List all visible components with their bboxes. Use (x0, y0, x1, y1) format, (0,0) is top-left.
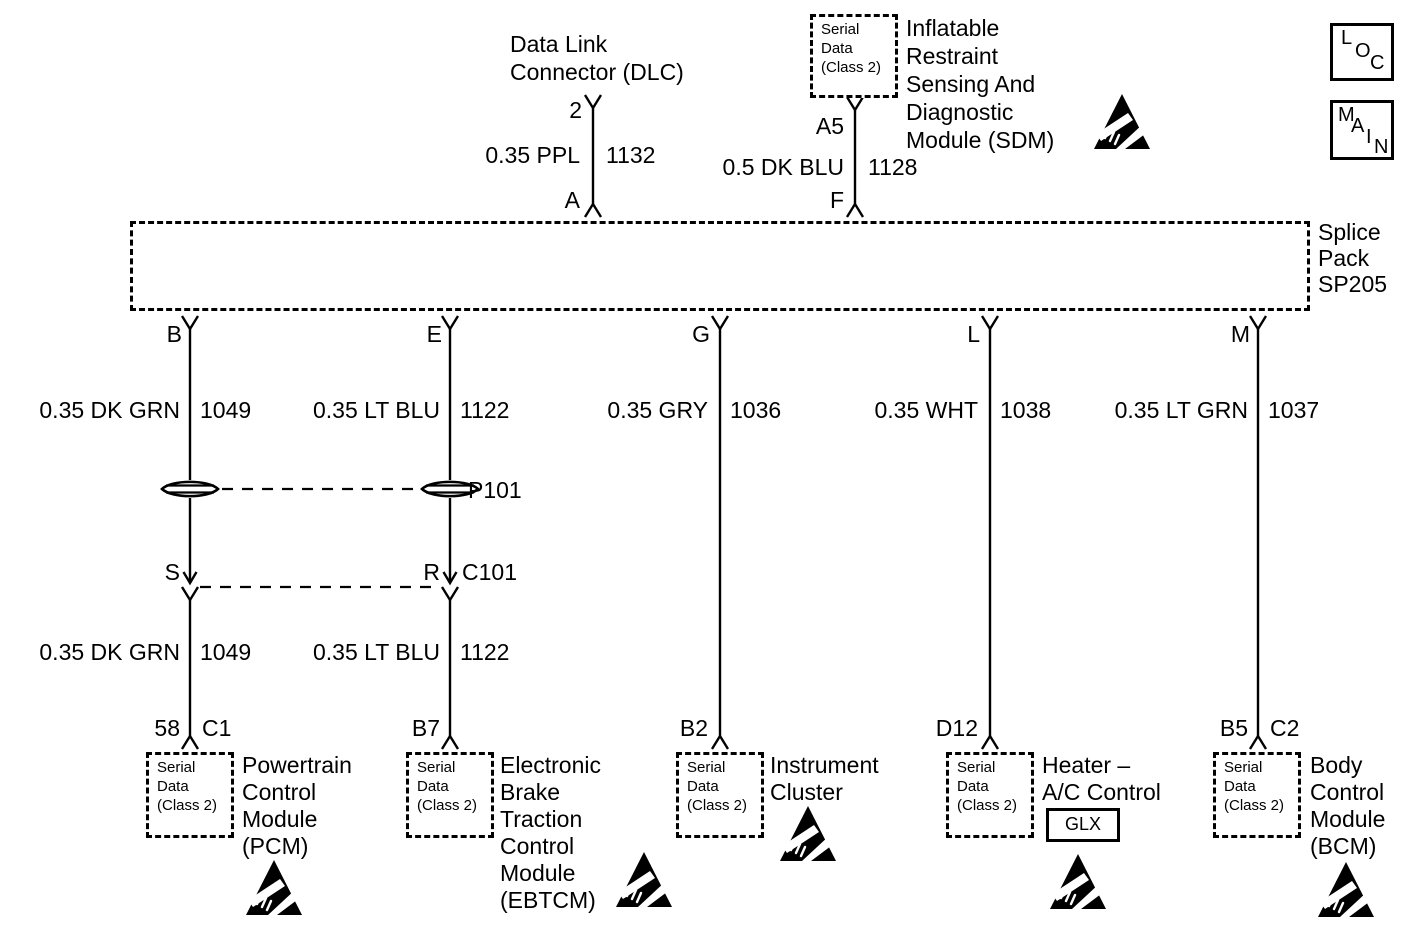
dlc-circuit: 1132 (606, 142, 656, 168)
wire-branch-b (160, 314, 220, 751)
main-letter: A (1351, 115, 1365, 137)
bcm-serial-data-box: Serial Data (Class 2) (1213, 752, 1301, 838)
wire-spec-e: 0.35 LT BLU (312, 397, 440, 423)
sdm-pin: A5 (815, 113, 844, 139)
module-name-heater: Heater – A/C Control (1042, 752, 1161, 805)
pcm-serial-data-label: Serial Data (Class 2) (157, 759, 218, 814)
splice-pin-l: L (967, 321, 980, 347)
loc-letter: L (1341, 27, 1353, 49)
module-pin-ebtcm: B7 (411, 715, 440, 741)
heater-serial-data-box: Serial Data (Class 2) (946, 752, 1034, 838)
p101-label: P101 (468, 477, 522, 503)
splice-pin-e: E (426, 321, 442, 347)
module-name-bcm: Body Control Module (BCM) (1310, 752, 1386, 859)
module-name-pcm: Powertrain Control Module (PCM) (242, 752, 352, 859)
bcm-serial-data-label: Serial Data (Class 2) (1224, 759, 1285, 814)
ebtcm-serial-data-label: Serial Data (Class 2) (417, 759, 478, 814)
wire-spec-b2: 0.35 DK GRN (39, 639, 180, 665)
sdm-splice-pin: F (829, 187, 844, 213)
splice-pin-g: G (692, 321, 710, 347)
cluster-serial-data-label: Serial Data (Class 2) (687, 759, 748, 814)
esd-icon-heater (1048, 852, 1108, 911)
glx-trim-label: GLX (1064, 814, 1102, 834)
sdm-wire-spec: 0.5 DK BLU (722, 154, 844, 180)
module-pin-cluster: B2 (679, 715, 708, 741)
loc-letter: C (1370, 52, 1385, 74)
dlc-pin: 2 (569, 97, 582, 123)
circuit-g: 1036 (730, 397, 782, 423)
splice-pin-m: M (1230, 321, 1250, 347)
sdm-title: Inflatable Restraint Sensing And Diagnos… (906, 15, 1055, 153)
module-pin-heater: D12 (935, 715, 978, 741)
dlc-splice-pin: A (564, 187, 580, 213)
esd-icon-cluster (778, 804, 838, 863)
main-letter: N (1374, 136, 1389, 158)
wire-branch-e (420, 314, 480, 751)
splice-pack-box (130, 221, 1310, 311)
splice-pin-b: B (166, 321, 182, 347)
module-name-ebtcm: Electronic Brake Traction Control Module… (500, 752, 601, 913)
module-pin-bcm: B5 (1219, 715, 1248, 741)
esd-icon-bcm (1316, 860, 1376, 919)
esd-icon-sdm (1092, 92, 1152, 151)
sdm-serial-data-label: Serial Data (Class 2) (821, 21, 882, 76)
esd-icon-pcm (244, 858, 304, 917)
circuit-e2: 1122 (460, 639, 510, 665)
wire-dlc-drop (583, 93, 603, 219)
circuit-l: 1038 (1000, 397, 1052, 423)
heater-serial-data-label: Serial Data (Class 2) (957, 759, 1018, 814)
module-name-cluster: Instrument Cluster (770, 752, 879, 805)
sdm-circuit: 1128 (868, 154, 918, 180)
main-button[interactable]: M A I N (1330, 100, 1394, 160)
main-letter: I (1366, 126, 1372, 148)
wire-spec-b: 0.35 DK GRN (39, 397, 180, 423)
circuit-b2: 1049 (200, 639, 252, 665)
module-connector-pcm: C1 (202, 715, 232, 741)
wire-spec-m: 0.35 LT GRN (1114, 397, 1248, 423)
circuit-e: 1122 (460, 397, 510, 423)
sdm-serial-data-box: Serial Data (Class 2) (810, 14, 898, 98)
c101-label: C101 (462, 559, 517, 585)
wire-branch-m (1248, 314, 1268, 751)
esd-icon-ebtcm (614, 850, 674, 909)
wire-spec-e2: 0.35 LT BLU (312, 639, 440, 665)
wire-spec-l: 0.35 WHT (874, 397, 978, 423)
wire-branch-g (710, 314, 730, 751)
cluster-serial-data-box: Serial Data (Class 2) (676, 752, 764, 838)
c101-pin-s: S (164, 559, 180, 585)
main-letter: M (1338, 104, 1355, 126)
pcm-serial-data-box: Serial Data (Class 2) (146, 752, 234, 838)
dlc-wire-spec: 0.35 PPL (485, 142, 580, 168)
loc-letter: O (1355, 40, 1371, 62)
loc-button[interactable]: L O C (1330, 23, 1394, 81)
wire-branch-l (980, 314, 1000, 751)
wire-sdm-drop (845, 95, 865, 219)
module-connector-bcm: C2 (1270, 715, 1300, 741)
wire-spec-g: 0.35 GRY (607, 397, 708, 423)
circuit-b: 1049 (200, 397, 252, 423)
glx-trim-box: GLX (1046, 808, 1120, 842)
ebtcm-serial-data-box: Serial Data (Class 2) (406, 752, 494, 838)
circuit-m: 1037 (1268, 397, 1320, 423)
dlc-title: Data Link Connector (DLC) (510, 31, 684, 85)
module-pin-pcm: 58 (154, 715, 180, 741)
c101-pin-r: R (423, 559, 440, 585)
splice-pack-label: Splice Pack SP205 (1318, 219, 1388, 297)
